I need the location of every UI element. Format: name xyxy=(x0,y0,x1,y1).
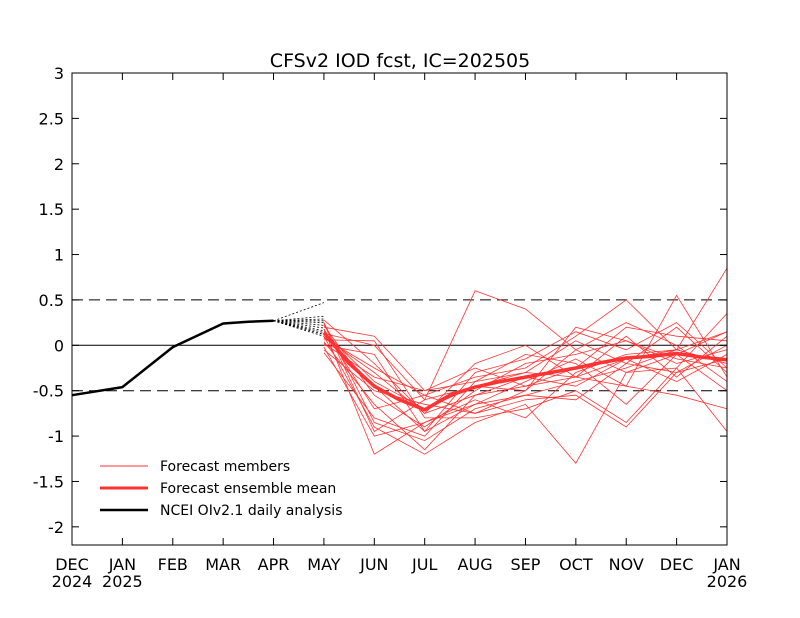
forecast-member-line-18 xyxy=(323,335,728,414)
legend-label-members: Forecast members xyxy=(160,459,290,475)
analysis-spread-line-4 xyxy=(273,320,324,324)
y-axis: 3 2.5 2 1.5 1 0.5 0 -0.5 -1 -1.5 -2 xyxy=(33,64,727,537)
forecast-member-line-12 xyxy=(323,344,728,433)
forecast-member-line-7 xyxy=(323,331,728,464)
x-tick-label-month: SEP xyxy=(511,555,541,574)
forecast-member-line-16 xyxy=(323,322,728,433)
x-tick-label-year: 2025 xyxy=(102,572,143,591)
x-tick-label-month: MAR xyxy=(205,555,241,574)
plot-frame xyxy=(71,72,728,546)
forecast-member-line-17 xyxy=(323,328,728,428)
x-tick-label-month: MAY xyxy=(307,555,341,574)
forecast-member-line-0 xyxy=(323,319,728,414)
y-tick-label: 0.5 xyxy=(39,291,64,310)
forecast-member-line-19 xyxy=(323,323,728,433)
y-tick-label: 1.5 xyxy=(39,200,64,219)
analysis-spread-line-5 xyxy=(273,320,324,326)
analysis-spread-line-7 xyxy=(273,320,325,332)
x-tick-label-year: 2026 xyxy=(707,572,748,591)
x-tick-label-month: JUL xyxy=(411,555,437,574)
forecast-member-line-6 xyxy=(323,290,728,401)
y-tick-label: 2 xyxy=(54,155,64,174)
reference-lines xyxy=(72,299,727,392)
x-tick-label-month: OCT xyxy=(559,555,593,574)
forecast-members xyxy=(323,267,728,464)
x-tick-label-month: FEB xyxy=(158,555,188,574)
chart-title: CFSv2 IOD fcst, IC=202505 xyxy=(270,50,530,72)
analysis-daily-spread xyxy=(273,302,325,337)
forecast-member-line-13 xyxy=(323,346,728,437)
forecast-member-line-9 xyxy=(323,339,728,432)
y-tick-label: 0 xyxy=(54,336,64,355)
y-tick-label: 1 xyxy=(54,246,64,265)
analysis-spread-line-8 xyxy=(273,320,325,333)
analysis-spread-line-6 xyxy=(273,320,324,329)
x-tick-label-month: AUG xyxy=(458,555,493,574)
forecast-member-line-15 xyxy=(323,352,728,437)
x-tick-label-year: 2024 xyxy=(52,572,93,591)
ensemble-mean-line xyxy=(322,331,728,412)
x-tick-label-month: JUN xyxy=(359,555,388,574)
legend-label-mean: Forecast ensemble mean xyxy=(160,481,336,497)
y-tick-label: 3 xyxy=(54,64,64,83)
x-tick-label-month: NOV xyxy=(609,555,644,574)
analysis-spread-line-1 xyxy=(273,315,324,322)
x-tick-label-month: DEC xyxy=(55,555,89,574)
analysis-line xyxy=(71,319,274,397)
legend: Forecast members Forecast ensemble mean … xyxy=(100,459,343,519)
forecast-member-line-11 xyxy=(323,326,728,392)
legend-label-analysis: NCEI OIv2.1 daily analysis xyxy=(160,503,343,519)
y-tick-label: -1.5 xyxy=(33,472,64,491)
x-tick-label-month: JAN xyxy=(712,555,740,574)
chart-series xyxy=(71,319,728,412)
x-tick-label-month: JAN xyxy=(108,555,136,574)
y-tick-label: 2.5 xyxy=(39,109,64,128)
y-tick-label: -0.5 xyxy=(33,382,64,401)
analysis-spread-line-0 xyxy=(273,302,325,322)
x-tick-label-month: APR xyxy=(258,555,290,574)
y-tick-label: -2 xyxy=(48,518,64,537)
y-tick-label: -1 xyxy=(48,427,64,446)
analysis-spread-line-10 xyxy=(273,320,325,337)
x-tick-label-month: DEC xyxy=(660,555,694,574)
